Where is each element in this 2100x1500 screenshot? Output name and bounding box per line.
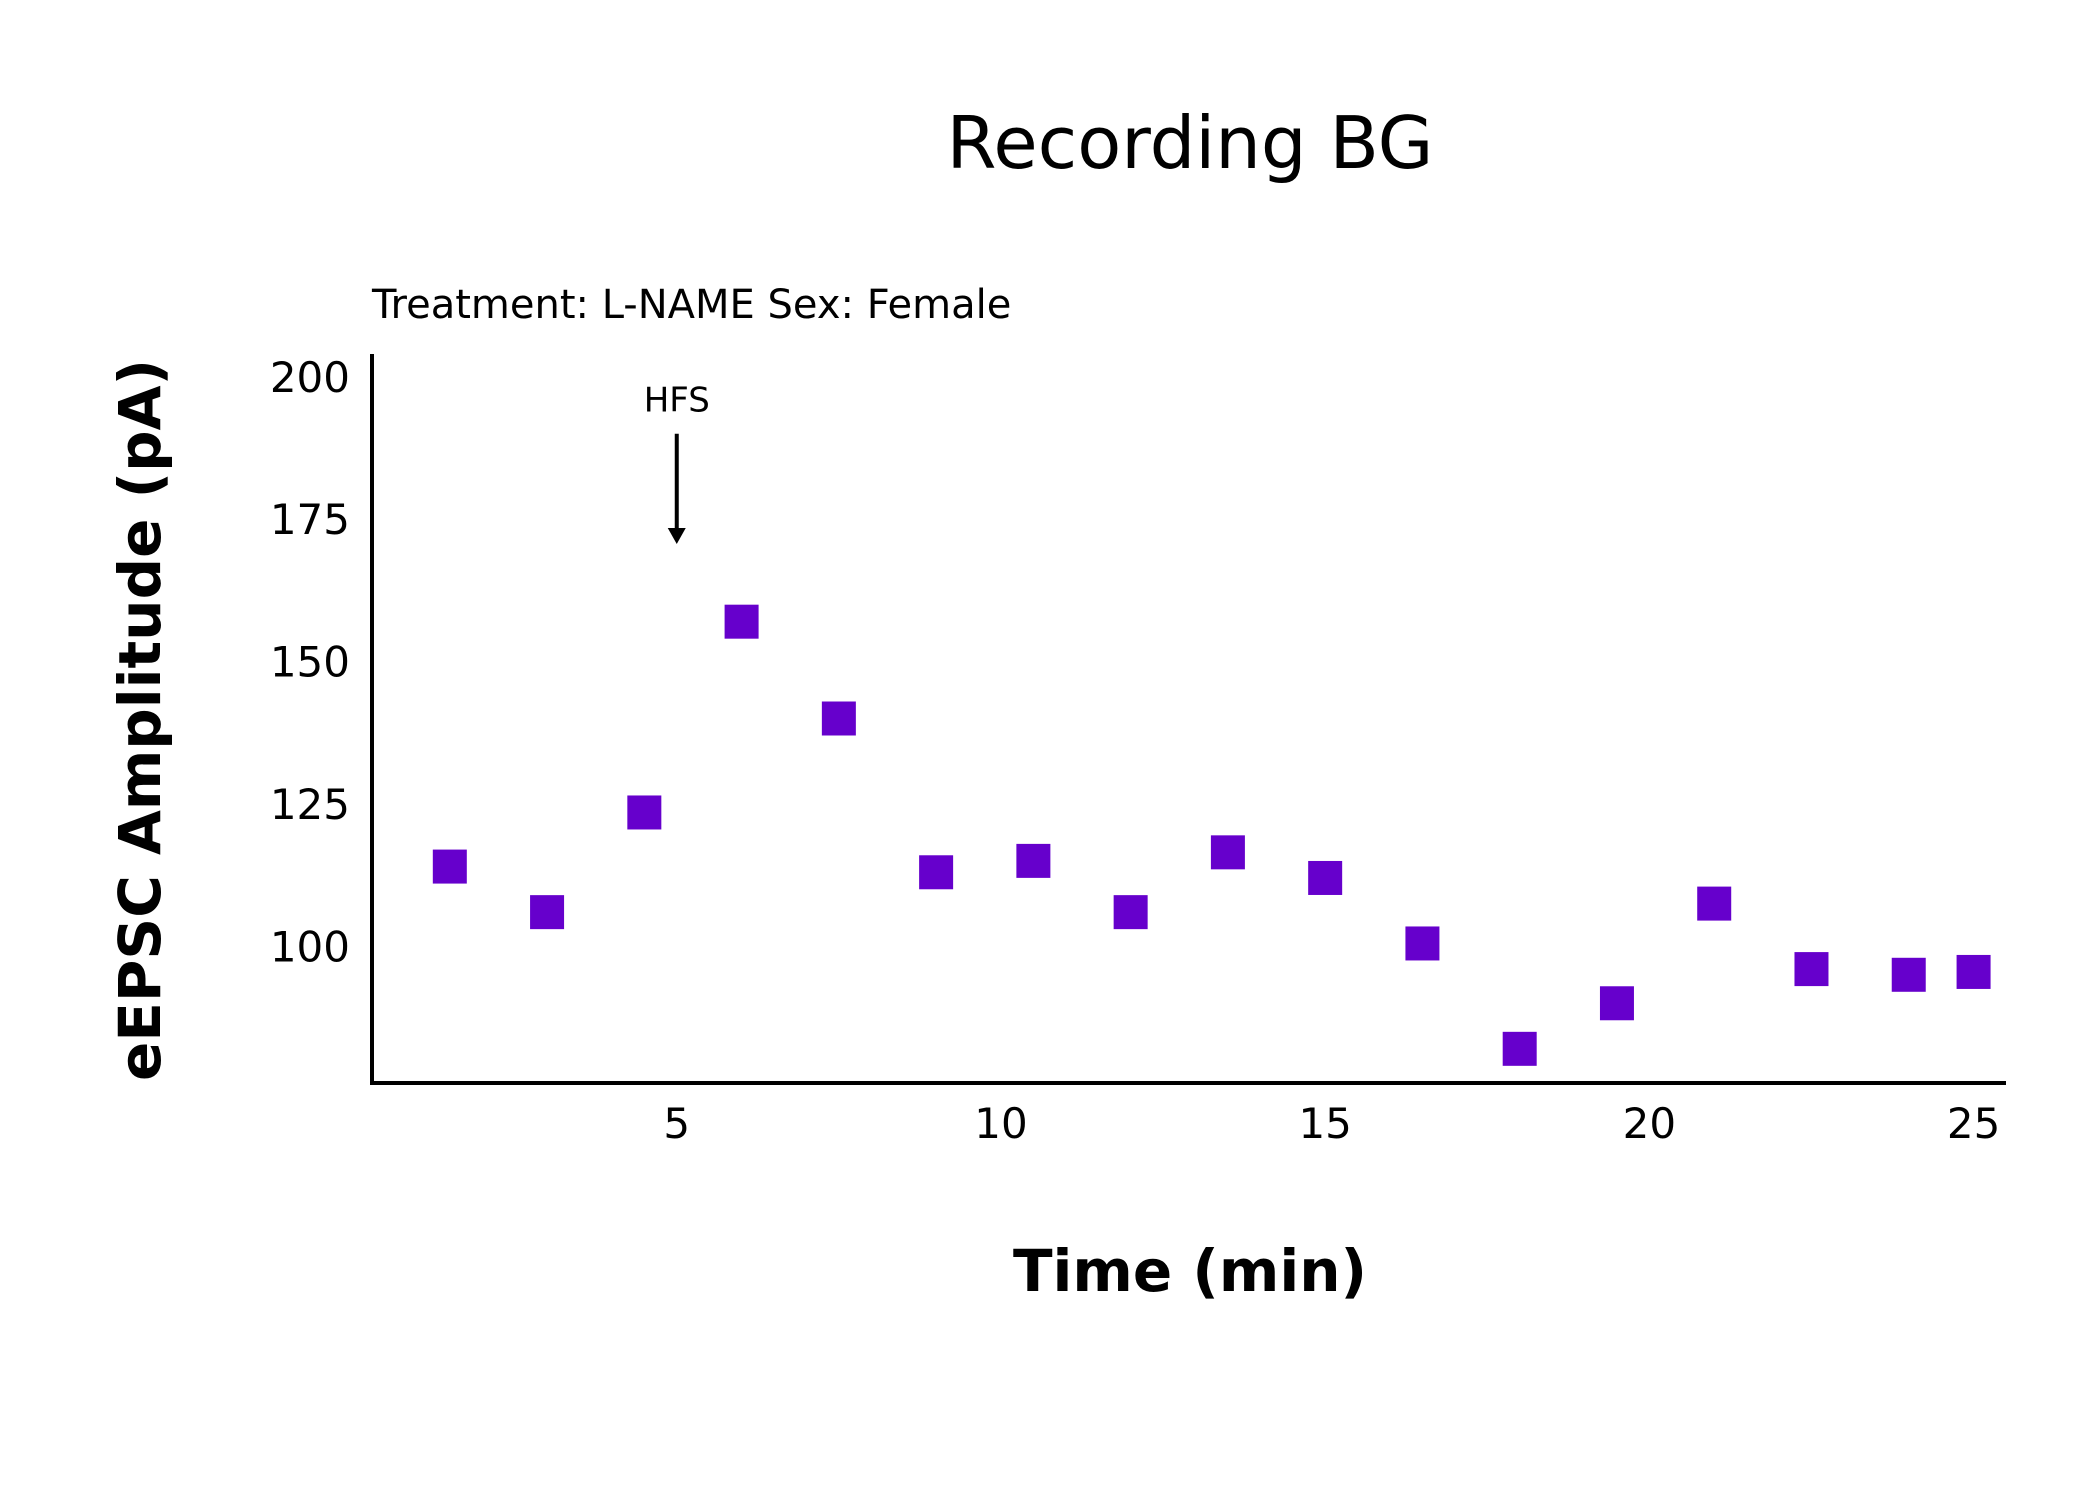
data-point [1697, 886, 1732, 921]
data-point [1113, 895, 1148, 930]
data-point [724, 604, 759, 639]
data-point [432, 849, 467, 884]
data-point [1308, 860, 1343, 895]
data-point [1891, 957, 1926, 992]
x-tick-label: 15 [1298, 1099, 1351, 1148]
y-tick-label: 175 [270, 495, 350, 544]
x-tick-label: 20 [1623, 1099, 1676, 1148]
data-point [627, 795, 662, 830]
x-tick-labels: 5 10 15 20 25 [663, 1099, 2000, 1148]
x-tick-label: 5 [663, 1099, 690, 1148]
annotation-label: HFS [644, 381, 710, 421]
annotations: HFS [644, 381, 710, 544]
x-tick-label: 25 [1947, 1099, 2000, 1148]
data-point [1210, 835, 1245, 870]
data-point [530, 895, 565, 930]
data-point [1794, 952, 1829, 987]
y-axis-label: eEPSC Amplitude (pA) [106, 359, 174, 1081]
y-tick-label: 200 [270, 353, 350, 402]
y-tick-label: 100 [270, 922, 350, 971]
y-tick-label: 150 [270, 638, 350, 687]
chart-title: Recording BG [947, 101, 1434, 185]
data-points [432, 604, 1991, 1066]
data-point [1599, 986, 1634, 1021]
data-point [1405, 926, 1440, 961]
x-tick-label: 10 [974, 1099, 1027, 1148]
data-point [1956, 954, 1991, 989]
x-axis-label: Time (min) [1013, 1237, 1367, 1305]
data-point [919, 855, 954, 890]
chart-subtitle: Treatment: L-NAME Sex: Female [371, 282, 1011, 328]
annotation-arrow-head [667, 527, 686, 544]
y-tick-label: 125 [270, 780, 350, 829]
data-point [821, 701, 856, 736]
data-point [1502, 1031, 1537, 1066]
data-point [1016, 843, 1051, 878]
y-tick-labels: 100 125 150 175 200 [270, 353, 350, 972]
